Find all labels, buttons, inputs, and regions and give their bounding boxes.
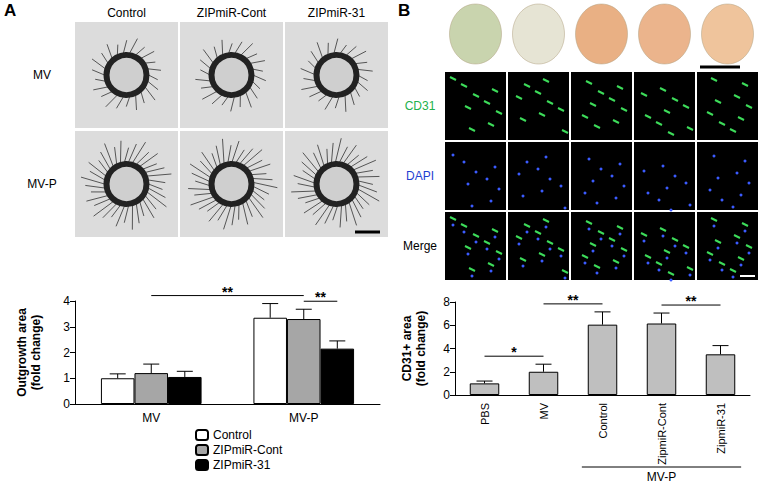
svg-text:Control: Control <box>213 428 252 442</box>
svg-text:3: 3 <box>63 320 70 334</box>
svg-text:(fold change): (fold change) <box>414 311 428 386</box>
svg-text:0: 0 <box>443 388 450 402</box>
svg-text:DAPI: DAPI <box>406 169 434 183</box>
svg-text:**: ** <box>568 292 579 308</box>
svg-text:CD31: CD31 <box>405 99 436 113</box>
svg-text:2: 2 <box>443 365 450 379</box>
svg-text:4: 4 <box>443 342 450 356</box>
svg-text:ZIPmiR-31: ZIPmiR-31 <box>213 458 271 472</box>
svg-text:*: * <box>511 344 517 360</box>
svg-text:MV-P: MV-P <box>27 177 56 191</box>
svg-text:8: 8 <box>443 295 450 309</box>
svg-text:Control: Control <box>107 6 146 20</box>
svg-text:0: 0 <box>63 397 70 411</box>
svg-text:4: 4 <box>63 294 70 308</box>
svg-text:**: ** <box>222 284 233 300</box>
svg-text:Merge: Merge <box>403 239 437 253</box>
svg-text:ZIPmiR-Cont: ZIPmiR-Cont <box>213 443 283 457</box>
svg-text:PBS: PBS <box>479 403 491 425</box>
svg-text:Outgrowth area: Outgrowth area <box>15 308 29 397</box>
svg-text:**: ** <box>686 293 697 309</box>
svg-text:1: 1 <box>63 371 70 385</box>
svg-text:(fold change): (fold change) <box>29 315 43 390</box>
svg-text:A: A <box>4 1 16 20</box>
svg-text:2: 2 <box>63 346 70 360</box>
svg-text:MV-P: MV-P <box>289 411 318 425</box>
svg-text:MV: MV <box>538 402 550 419</box>
svg-text:MV: MV <box>33 68 51 82</box>
svg-text:MV: MV <box>142 411 160 425</box>
svg-text:ZIPmiR-Cont: ZIPmiR-Cont <box>197 6 267 20</box>
svg-text:MV-P: MV-P <box>647 470 676 484</box>
svg-text:6: 6 <box>443 318 450 332</box>
svg-text:ZipmiR-31: ZipmiR-31 <box>715 403 727 454</box>
svg-text:**: ** <box>315 289 326 305</box>
svg-text:B: B <box>398 1 410 20</box>
svg-text:CD31+ area: CD31+ area <box>400 315 414 381</box>
svg-text:ZIPmiR-31: ZIPmiR-31 <box>308 6 366 20</box>
svg-text:ZipmiR-Cont: ZipmiR-Cont <box>656 403 668 465</box>
svg-text:Control: Control <box>597 403 609 438</box>
